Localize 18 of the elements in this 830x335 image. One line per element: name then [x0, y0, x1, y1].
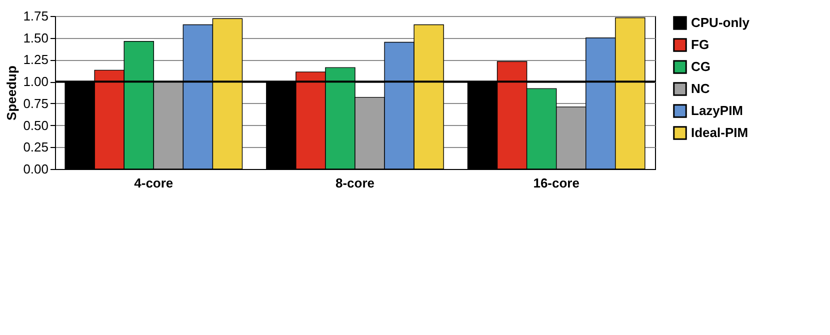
legend-label: LazyPIM [691, 103, 744, 118]
y-tick-label: 0.75 [23, 96, 48, 111]
legend-label: CPU-only [691, 15, 750, 30]
y-tick-label: 1.75 [23, 8, 48, 24]
y-tick-label: 0.50 [23, 118, 48, 133]
legend-label: CG [691, 59, 710, 74]
x-tick-label: 8-core [335, 176, 375, 190]
y-tick-label: 1.00 [23, 74, 48, 90]
legend-label: NC [691, 81, 710, 96]
y-tick-label: 1.25 [23, 52, 48, 68]
legend-label: FG [691, 37, 710, 52]
x-tick-label: 4-core [134, 176, 174, 190]
y-tick-label: 0.25 [23, 140, 48, 155]
y-axis-title: Speedup [4, 66, 20, 120]
x-tick-label: 16-core [533, 176, 580, 190]
y-tick-label: 0.00 [23, 162, 48, 176]
y-tick-label: 1.50 [23, 30, 48, 46]
legend-label: Ideal-PIM [691, 125, 748, 140]
